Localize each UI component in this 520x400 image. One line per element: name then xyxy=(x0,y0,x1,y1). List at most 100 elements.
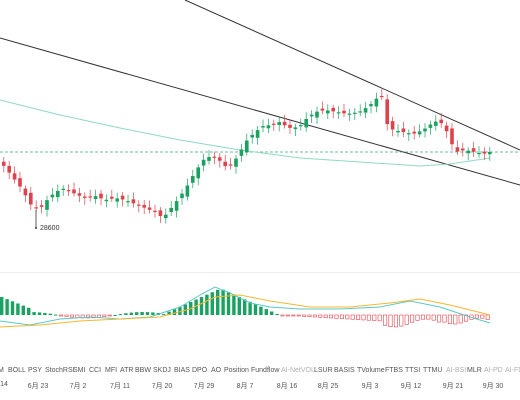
indicator-tab-dpo[interactable]: DPO xyxy=(192,367,208,374)
macd-histogram-bar xyxy=(302,314,307,317)
indicator-tab-skdj[interactable]: SKDJ xyxy=(153,367,171,374)
price-chart[interactable]: 28600 xyxy=(0,0,520,270)
indicator-tab-bias[interactable]: BIAS xyxy=(174,367,190,374)
candle-body xyxy=(207,157,211,161)
indicator-tab-mfi[interactable]: MFI xyxy=(105,367,118,374)
indicator-tab-tvolume[interactable]: TVolume xyxy=(357,367,385,374)
indicator-tab-position[interactable]: Position xyxy=(224,367,249,374)
macd-histogram-bar xyxy=(264,309,268,315)
macd-histogram-bar xyxy=(205,294,209,315)
lower-trendline[interactable] xyxy=(0,37,520,186)
candle xyxy=(234,154,238,174)
candle xyxy=(396,124,400,137)
candle-body xyxy=(277,122,281,125)
macd-histogram-bar xyxy=(210,292,214,315)
candle-body xyxy=(34,207,38,209)
candle-body xyxy=(72,189,76,194)
candle xyxy=(120,192,125,207)
macd-line xyxy=(0,286,491,326)
macd-histogram-bar xyxy=(420,314,425,320)
macd-histogram-bar xyxy=(312,314,317,318)
indicator-tab-atr[interactable]: ATR xyxy=(120,367,134,374)
indicator-tab-cci[interactable]: CCI xyxy=(89,367,102,374)
indicator-tab-mlr[interactable]: MLR xyxy=(467,367,482,374)
macd-histogram-bar xyxy=(393,314,398,328)
indicator-tab-ao[interactable]: AO xyxy=(211,367,222,374)
macd-histogram-bar xyxy=(399,314,404,327)
macd-histogram-bar xyxy=(383,314,388,326)
macd-histogram-bar xyxy=(474,314,479,319)
candle xyxy=(39,200,44,214)
macd-histogram-bar xyxy=(329,314,334,319)
candle-body xyxy=(336,112,341,114)
indicator-tab-fundflow[interactable]: Fundflow xyxy=(251,367,280,374)
candle-body xyxy=(407,133,411,135)
candle xyxy=(261,119,265,133)
candle-body xyxy=(56,190,60,198)
upper-trendline[interactable] xyxy=(184,0,520,151)
candle-body xyxy=(347,113,352,115)
indicator-tab-basis[interactable]: BASIS xyxy=(334,367,355,374)
indicator-tab-lsur[interactable]: LSUR xyxy=(314,367,333,374)
indicator-tab-m[interactable]: M xyxy=(0,367,4,374)
candle xyxy=(423,123,427,138)
candle-body xyxy=(66,190,71,192)
candle xyxy=(299,118,303,131)
macd-histogram-bar xyxy=(296,314,301,317)
candle xyxy=(293,123,298,137)
macd-histogram-bar xyxy=(162,314,166,316)
candle xyxy=(7,161,11,180)
candle-body xyxy=(423,128,427,132)
candle xyxy=(401,122,406,138)
macd-histogram-bar xyxy=(107,314,112,317)
candle xyxy=(223,154,227,171)
candle-body xyxy=(120,195,125,200)
candle-body xyxy=(299,125,303,127)
candle-body xyxy=(7,165,11,173)
macd-histogram-bar xyxy=(0,297,4,315)
candle xyxy=(180,188,184,205)
candle xyxy=(131,192,136,208)
macd-histogram-bar xyxy=(253,304,258,315)
macd-histogram-bar xyxy=(75,314,80,318)
macd-histogram-bar xyxy=(318,314,323,318)
indicator-tab-ttsi[interactable]: TTSI xyxy=(405,367,421,374)
indicator-tab-ai-pd[interactable]: AI-PD xyxy=(484,367,503,374)
candle-body xyxy=(477,152,481,155)
macd-indicator-pane[interactable] xyxy=(0,273,520,363)
candlestick-series[interactable] xyxy=(2,88,492,224)
candle xyxy=(412,126,416,140)
indicator-tab-bbw[interactable]: BBW xyxy=(135,367,151,374)
macd-histogram-bar xyxy=(339,314,344,319)
macd-histogram-bar xyxy=(124,313,128,315)
indicator-tab-ai-bsi[interactable]: AI-BSI xyxy=(446,367,467,374)
candle xyxy=(342,103,346,118)
macd-histogram-bar xyxy=(21,305,25,315)
indicator-tab-ftbs[interactable]: FTBS xyxy=(385,367,403,374)
candle xyxy=(185,178,190,201)
macd-histogram-bar xyxy=(129,312,133,315)
indicator-tab-boll[interactable]: BOLL xyxy=(8,367,26,374)
candle xyxy=(93,189,98,204)
indicator-tab-smi[interactable]: SMI xyxy=(73,367,86,374)
candle-body xyxy=(250,134,254,138)
candle xyxy=(77,187,82,202)
macd-histogram-bar xyxy=(458,314,463,324)
indicator-tab-stochrsi[interactable]: StochRSI xyxy=(45,367,75,374)
indicator-tab-psy[interactable]: PSY xyxy=(28,367,43,374)
candle xyxy=(66,184,71,197)
macd-histogram-bar xyxy=(151,312,155,315)
indicator-tab-ttmu[interactable]: TTMU xyxy=(423,367,443,374)
candle xyxy=(482,147,487,161)
macd-histogram-bar xyxy=(43,312,47,315)
macd-histogram-bar xyxy=(366,314,371,321)
candle-body xyxy=(126,201,130,203)
candle xyxy=(477,146,481,158)
candle-body xyxy=(309,114,314,117)
candle xyxy=(169,200,173,217)
indicator-tab-ai-netvol[interactable]: AI-NetVOL xyxy=(281,367,315,374)
macd-histogram-bar xyxy=(140,312,144,315)
candle-body xyxy=(115,198,119,202)
macd-histogram-bar xyxy=(480,314,485,319)
indicator-tab-ai-fd[interactable]: AI-FD xyxy=(505,367,520,374)
